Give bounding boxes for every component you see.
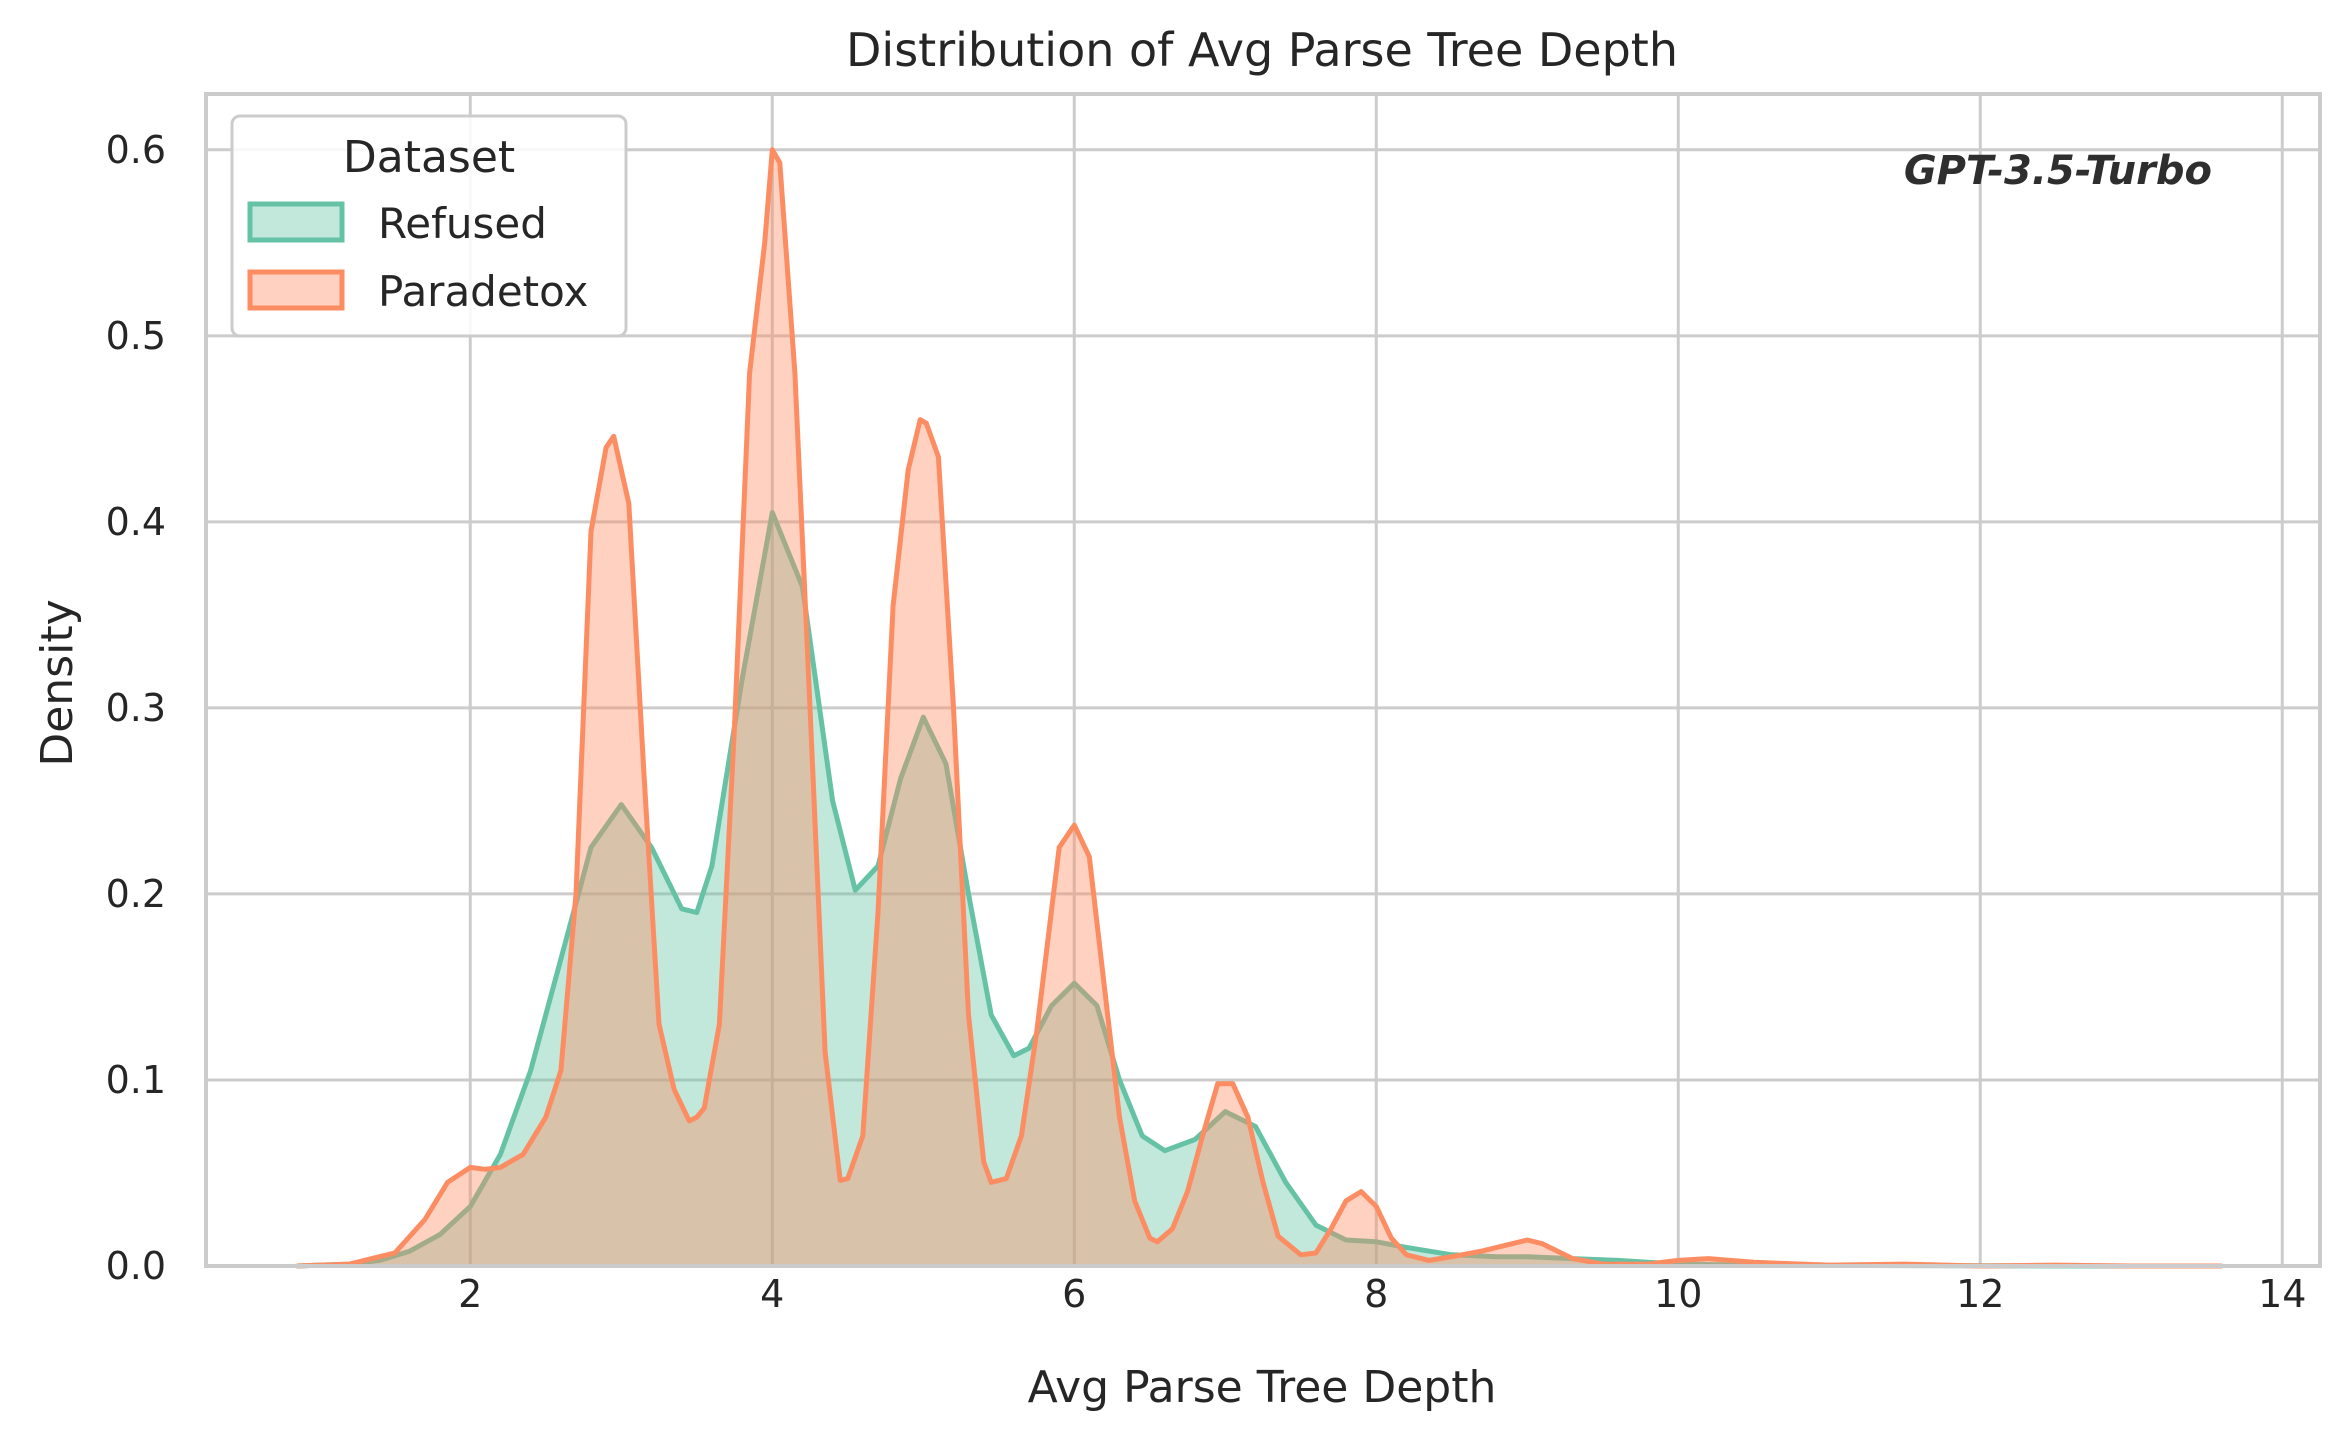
x-tick-label: 12 (1956, 1272, 2004, 1316)
refused-legend-swatch (247, 201, 345, 243)
paradetox-density-line (296, 147, 2222, 1269)
refused-legend-label: Refused (378, 199, 547, 248)
paradetox-legend-swatch (247, 269, 345, 311)
x-tick-label: 8 (1364, 1272, 1388, 1316)
y-tick-label: 0.3 (106, 686, 166, 730)
y-tick-label: 0.2 (106, 872, 166, 916)
model-annotation: GPT-3.5-Turbo (1904, 148, 2212, 194)
x-tick-label: 10 (1654, 1272, 1702, 1316)
grid (206, 94, 2320, 1268)
x-tick-label: 6 (1062, 1272, 1086, 1316)
paradetox-density-fill (296, 149, 2222, 1266)
x-tick-label: 14 (2258, 1272, 2306, 1316)
refused-density-fill (296, 512, 2222, 1266)
x-tick-label: 2 (458, 1272, 482, 1316)
y-tick-labels: 0.0 0.1 0.2 0.3 0.4 0.5 0.6 (106, 128, 166, 1288)
legend-box (230, 114, 628, 338)
x-tick-label: 4 (760, 1272, 784, 1316)
y-tick-label: 0.1 (106, 1058, 166, 1102)
legend-items: Refused Paradetox (247, 199, 588, 316)
paradetox-legend-label: Paradetox (378, 267, 588, 316)
refused-density-line (296, 510, 2222, 1269)
x-axis-label: Avg Parse Tree Depth (1028, 1362, 1497, 1413)
chart-title: Distribution of Avg Parse Tree Depth (846, 23, 1678, 77)
y-tick-label: 0.0 (106, 1244, 166, 1288)
y-tick-label: 0.6 (106, 128, 166, 172)
x-tick-labels: 2 4 6 8 10 12 14 (458, 1272, 2306, 1316)
plot-frame (204, 92, 2322, 1268)
y-tick-label: 0.5 (106, 314, 166, 358)
y-tick-label: 0.4 (106, 500, 166, 544)
legend-title: Dataset (343, 132, 515, 183)
density-areas (296, 147, 2222, 1269)
y-axis-label: Density (32, 599, 83, 766)
legend: Dataset Refused Paradetox (230, 114, 628, 338)
